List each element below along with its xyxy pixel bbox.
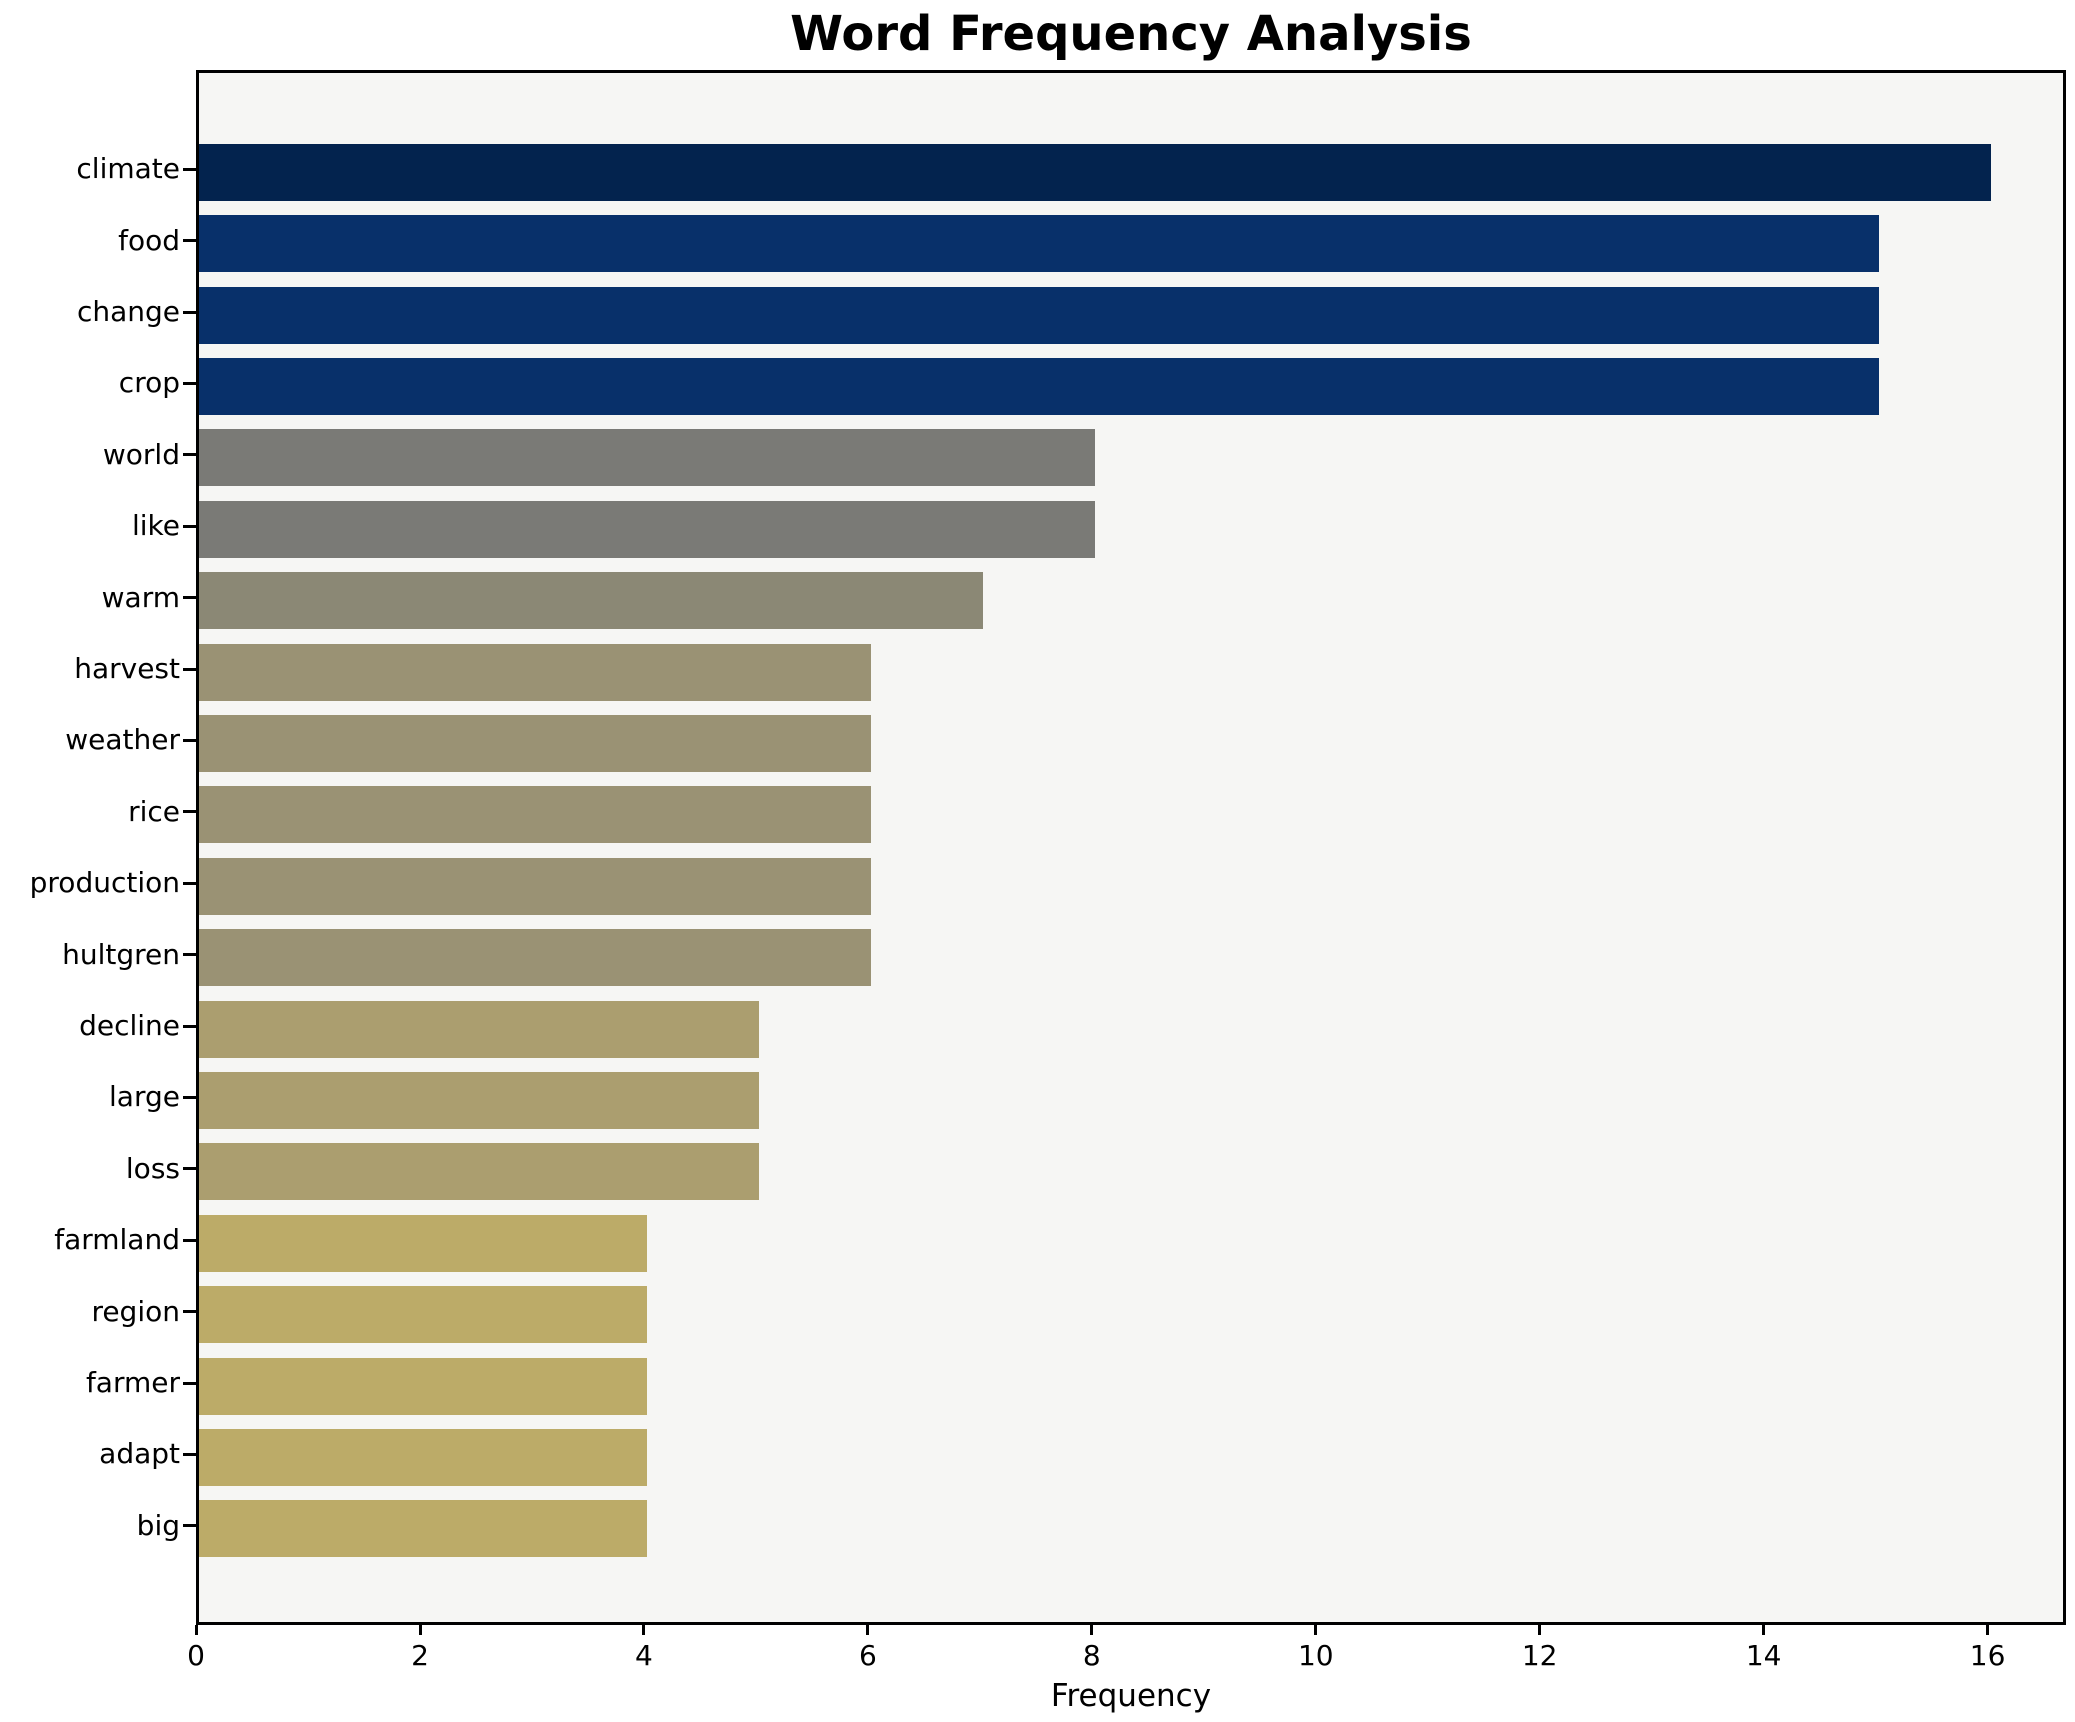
bar-warm — [199, 572, 983, 630]
bar-world — [199, 429, 1095, 487]
y-tick-label-adapt: adapt — [99, 1437, 180, 1471]
x-tick-label-6: 6 — [858, 1639, 877, 1672]
x-tick-mark — [1538, 1625, 1542, 1635]
x-tick-mark — [1090, 1625, 1094, 1635]
y-tick-label-rice: rice — [128, 794, 180, 828]
y-tick-label-production: production — [29, 866, 180, 900]
bar-harvest — [199, 643, 871, 701]
x-tick-mark — [1986, 1625, 1990, 1635]
bar-food — [199, 215, 1879, 273]
bar-crop — [199, 357, 1879, 415]
plot-area — [196, 70, 2066, 1625]
bar-climate — [199, 143, 1991, 201]
y-tick-mark — [183, 1381, 196, 1385]
x-tick-mark — [1762, 1625, 1766, 1635]
y-tick-label-change: change — [76, 295, 180, 328]
y-tick-label-big: big — [136, 1508, 180, 1542]
bar-hultgren — [199, 929, 871, 987]
bar-loss — [199, 1143, 759, 1201]
x-tick-mark — [418, 1625, 422, 1635]
y-tick-mark — [183, 596, 196, 600]
chart-title: Word Frequency Analysis — [790, 6, 1472, 62]
x-tick-mark — [642, 1625, 646, 1635]
x-tick-label-2: 2 — [411, 1639, 429, 1672]
x-tick-label-8: 8 — [1082, 1639, 1101, 1672]
y-tick-label-region: region — [91, 1294, 180, 1328]
y-tick-mark — [183, 239, 196, 243]
bar-weather — [199, 714, 871, 772]
y-tick-label-loss: loss — [125, 1151, 180, 1185]
y-tick-mark — [183, 1238, 196, 1242]
y-tick-mark — [183, 167, 196, 171]
y-tick-label-farmer: farmer — [85, 1366, 180, 1399]
bar-production — [199, 857, 871, 915]
y-tick-label-farmland: farmland — [54, 1223, 180, 1257]
x-tick-mark — [866, 1625, 870, 1635]
x-tick-label-16: 16 — [1969, 1639, 2006, 1672]
y-tick-mark — [183, 1310, 196, 1314]
y-tick-label-crop: crop — [118, 366, 180, 400]
y-tick-mark — [183, 1524, 196, 1528]
bar-decline — [199, 1000, 759, 1058]
y-tick-mark — [183, 524, 196, 528]
bar-rice — [199, 786, 871, 844]
y-tick-mark — [183, 1452, 196, 1456]
y-tick-label-decline: decline — [79, 1009, 180, 1042]
y-tick-mark — [183, 310, 196, 314]
y-tick-label-food: food — [118, 223, 180, 257]
y-tick-mark — [183, 1095, 196, 1099]
y-tick-mark — [183, 1167, 196, 1171]
x-tick-label-14: 14 — [1745, 1639, 1782, 1672]
x-tick-mark — [194, 1625, 198, 1635]
x-axis-label: Frequency — [1050, 1678, 1212, 1714]
x-tick-label-4: 4 — [634, 1639, 653, 1672]
y-tick-mark — [183, 667, 196, 671]
y-tick-label-climate: climate — [76, 152, 180, 186]
bar-farmland — [199, 1214, 647, 1272]
y-tick-label-large: large — [109, 1080, 180, 1114]
x-tick-label-0: 0 — [187, 1639, 205, 1672]
x-tick-mark — [1314, 1625, 1318, 1635]
y-tick-mark — [183, 738, 196, 742]
bar-big — [199, 1500, 647, 1558]
y-tick-mark — [183, 810, 196, 814]
bar-large — [199, 1071, 759, 1129]
y-tick-label-like: like — [131, 509, 180, 543]
bar-adapt — [199, 1428, 647, 1486]
y-tick-mark — [183, 453, 196, 457]
bar-change — [199, 286, 1879, 344]
y-tick-mark — [183, 881, 196, 885]
x-tick-label-12: 12 — [1521, 1639, 1558, 1672]
bar-farmer — [199, 1357, 647, 1415]
y-tick-label-hultgren: hultgren — [62, 937, 180, 971]
y-tick-mark — [183, 381, 196, 385]
y-tick-mark — [183, 953, 196, 957]
y-tick-label-weather: weather — [65, 723, 180, 757]
x-tick-label-10: 10 — [1297, 1639, 1334, 1672]
y-tick-label-world: world — [102, 437, 180, 471]
y-tick-label-harvest: harvest — [74, 652, 180, 685]
bar-like — [199, 500, 1095, 558]
y-tick-mark — [183, 1024, 196, 1028]
y-tick-label-warm: warm — [101, 580, 180, 614]
bar-region — [199, 1286, 647, 1344]
